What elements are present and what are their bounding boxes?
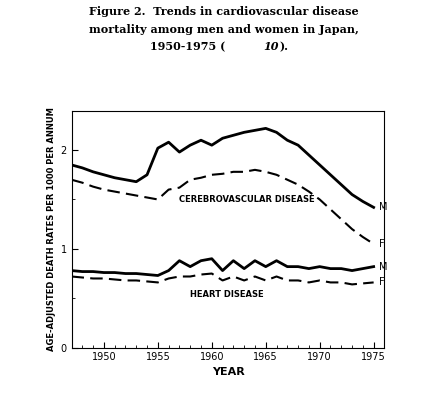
- Text: 1950-1975 (: 1950-1975 (: [150, 41, 225, 53]
- Text: ).: ).: [279, 41, 288, 53]
- X-axis label: YEAR: YEAR: [211, 367, 245, 376]
- Y-axis label: AGE-ADJUSTED DEATH RATES PER 1000 PER ANNUM: AGE-ADJUSTED DEATH RATES PER 1000 PER AN…: [47, 107, 56, 351]
- Text: F: F: [379, 239, 385, 249]
- Text: CEREBROVASCULAR DISEASE: CEREBROVASCULAR DISEASE: [179, 195, 315, 204]
- Text: M: M: [379, 261, 388, 272]
- Text: F: F: [379, 277, 385, 288]
- Text: 10: 10: [264, 41, 279, 53]
- Text: Figure 2.  Trends in cardiovascular disease: Figure 2. Trends in cardiovascular disea…: [89, 6, 358, 17]
- Text: HEART DISEASE: HEART DISEASE: [190, 290, 264, 299]
- Text: mortality among men and women in Japan,: mortality among men and women in Japan,: [89, 24, 358, 35]
- Text: M: M: [379, 202, 388, 213]
